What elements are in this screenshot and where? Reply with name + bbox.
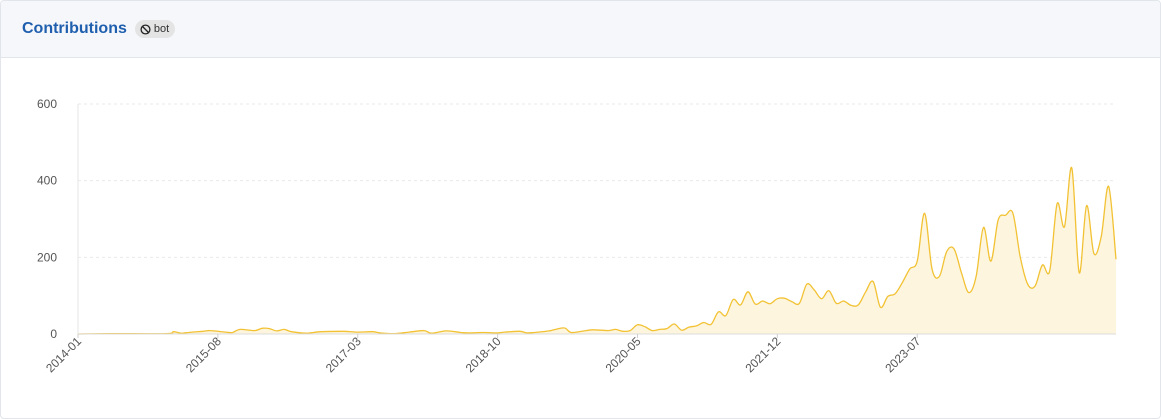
y-tick-label-0: 0 <box>50 327 57 341</box>
x-tick-label-2015-08: 2015-08 <box>183 334 224 375</box>
contributions-area-fill <box>78 167 1116 334</box>
y-tick-label-600: 600 <box>37 97 57 111</box>
contributions-line <box>77 167 1117 335</box>
y-tick-label-400: 400 <box>37 174 57 188</box>
x-tick-label-2018-10: 2018-10 <box>463 334 504 375</box>
x-tick-label-2020-05: 2020-05 <box>603 334 644 375</box>
bot-filter-badge[interactable]: bot <box>134 20 176 38</box>
x-tick-label-2023-07: 2023-07 <box>882 334 923 375</box>
bot-badge-label: bot <box>153 23 170 35</box>
card-title: Contributions <box>22 20 127 37</box>
x-tick-label-2017-03: 2017-03 <box>323 334 364 375</box>
x-tick-label-2021-12: 2021-12 <box>742 334 783 375</box>
chart-area: 0 200 400 600 2014-01 2015-08 2017-03 2018-10 20… <box>1 58 1160 418</box>
y-tick-label-200: 200 <box>37 250 57 264</box>
contributions-chart: 0 200 400 600 2014-01 2015-08 2017-03 2018-10 20… <box>37 97 1117 375</box>
x-tick-label-2014-01: 2014-01 <box>43 334 84 375</box>
card-header: Contributions bot <box>1 1 1160 58</box>
ban-icon <box>140 23 151 35</box>
